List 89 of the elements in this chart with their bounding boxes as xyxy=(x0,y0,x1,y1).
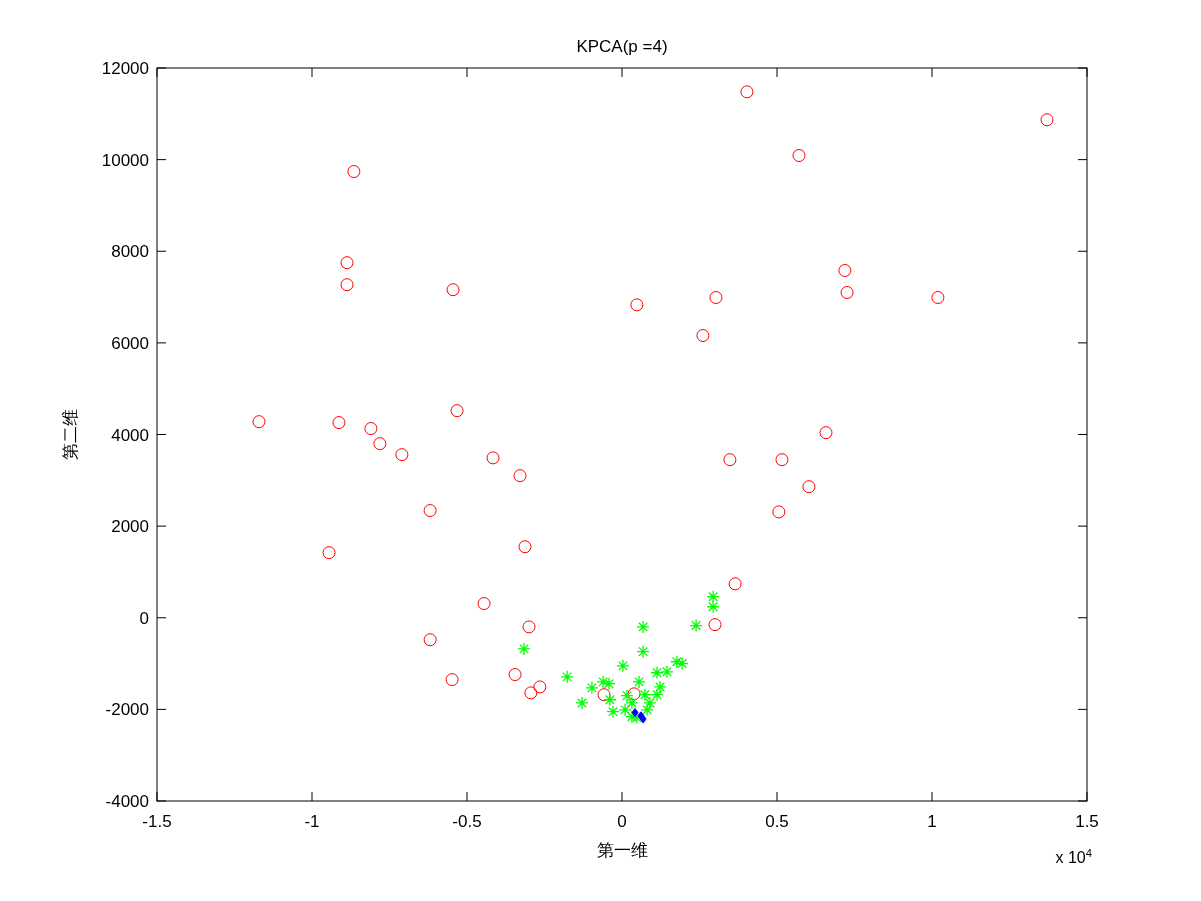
x-tick-label: 1 xyxy=(927,812,937,831)
x-tick-label: -1 xyxy=(304,812,320,831)
point xyxy=(625,710,639,724)
point xyxy=(524,686,538,700)
point xyxy=(638,688,652,702)
point xyxy=(643,696,657,710)
y-tick-label: 4000 xyxy=(111,425,149,445)
point xyxy=(650,688,664,702)
point xyxy=(395,448,409,462)
point xyxy=(632,675,646,689)
point xyxy=(423,504,437,518)
point xyxy=(364,422,378,436)
point xyxy=(373,437,387,451)
point xyxy=(792,149,806,162)
point xyxy=(723,453,737,467)
point xyxy=(340,256,354,270)
point xyxy=(709,291,723,305)
point xyxy=(423,633,437,647)
y-axis-title: 第二维 xyxy=(60,409,80,460)
point xyxy=(518,540,532,554)
point xyxy=(775,453,789,467)
point xyxy=(446,283,460,297)
point xyxy=(332,416,346,430)
point xyxy=(602,677,616,691)
point xyxy=(445,673,459,687)
point xyxy=(597,688,611,702)
point xyxy=(625,696,639,710)
point xyxy=(606,705,620,719)
point xyxy=(696,329,710,343)
point xyxy=(596,675,610,689)
point xyxy=(340,278,354,292)
point xyxy=(740,85,754,99)
point xyxy=(706,590,720,604)
point xyxy=(620,688,634,703)
point xyxy=(450,404,464,418)
point xyxy=(252,415,266,429)
point xyxy=(486,451,500,465)
point xyxy=(616,659,630,673)
x-tick-label: -1.5 xyxy=(142,812,172,831)
point xyxy=(1040,113,1054,127)
point xyxy=(708,618,722,632)
point xyxy=(660,665,674,679)
point xyxy=(840,285,854,299)
x-axis-title: 第一维 xyxy=(596,840,648,860)
point xyxy=(618,703,632,717)
point xyxy=(477,597,491,611)
point xyxy=(533,680,547,694)
y-tick-label: 6000 xyxy=(111,333,149,353)
y-tick-label: 8000 xyxy=(111,242,149,262)
x-tick-label: 0.5 xyxy=(765,812,789,831)
point xyxy=(689,618,703,633)
point xyxy=(347,165,361,179)
point xyxy=(560,670,574,684)
point xyxy=(670,655,684,669)
y-tick-label: 2000 xyxy=(111,517,149,537)
point xyxy=(322,546,336,560)
y-tick-label: 10000 xyxy=(101,150,149,170)
point xyxy=(636,645,650,659)
point xyxy=(513,469,527,483)
point xyxy=(508,668,522,682)
y-tick-label: -4000 xyxy=(105,792,149,811)
point xyxy=(631,708,639,718)
point xyxy=(627,687,641,701)
point xyxy=(931,291,945,305)
point xyxy=(603,693,617,707)
point xyxy=(630,298,644,312)
point xyxy=(772,505,786,519)
point xyxy=(706,600,720,614)
y-tick-label: -2000 xyxy=(105,700,149,720)
point xyxy=(575,696,589,710)
point xyxy=(819,426,833,440)
point xyxy=(728,577,742,591)
y-tick-label: 12000 xyxy=(101,59,149,78)
x-tick-label: 1.5 xyxy=(1075,812,1099,831)
x-tick-label: -0.5 xyxy=(452,812,482,831)
point xyxy=(650,666,664,680)
text: x 10$^{4}$ xyxy=(1055,847,1092,866)
point xyxy=(675,656,689,671)
x-tick-label: 0 xyxy=(617,812,627,831)
point xyxy=(522,620,536,634)
point xyxy=(517,642,531,656)
point xyxy=(640,703,654,717)
chart-title: KPCA(p =4) xyxy=(576,37,668,56)
point xyxy=(653,680,667,694)
point xyxy=(636,620,650,634)
point xyxy=(585,681,599,695)
point xyxy=(802,480,816,494)
y-tick-label: 0 xyxy=(139,608,149,628)
point xyxy=(838,263,852,277)
